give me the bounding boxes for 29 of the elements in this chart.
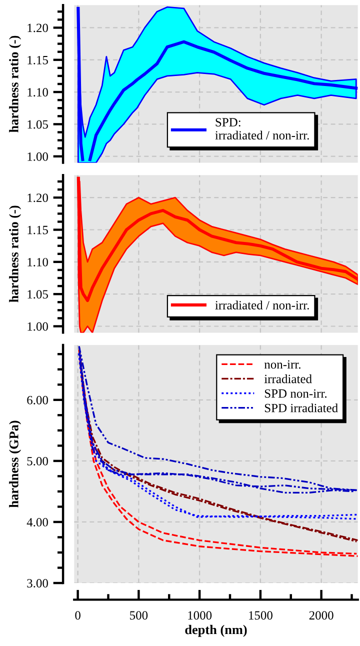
x-axis-title: depth (nm)	[185, 624, 247, 637]
legend-label: SPD non-irr.	[264, 389, 327, 398]
legend-label: non-irr.	[264, 360, 300, 369]
x-tick-label: 1000	[188, 611, 212, 620]
legend-label: SPD: irradiated / non-irr.	[215, 118, 309, 140]
y-axis-title: hardness ratio (-)	[9, 206, 22, 302]
y-tick-label: 5.00	[27, 456, 48, 466]
legend-label: irradiated	[264, 374, 312, 384]
y-tick-label: 1.05	[28, 120, 48, 129]
y-tick-label: 3.00	[27, 579, 48, 588]
y-tick-label: 1.15	[28, 56, 48, 64]
y-tick-label: 4.00	[26, 518, 48, 526]
y-tick-label: 1.15	[28, 226, 48, 234]
x-tick-label: 1500	[249, 611, 272, 620]
y-tick-label: 1.10	[28, 258, 48, 266]
legend-label: SPD irradiated	[264, 403, 338, 412]
y-tick-label: 6.00	[27, 396, 48, 404]
x-tick-label: 2000	[309, 611, 334, 620]
y-axis-title: hardness (GPa)	[9, 420, 22, 508]
y-axis-title: hardness ratio (-)	[9, 36, 22, 132]
y-tick-label: 1.00	[28, 322, 48, 331]
legend-label: irradiated / non-irr.	[215, 300, 309, 310]
x-tick-label: 500	[130, 611, 148, 620]
y-tick-label: 1.10	[28, 88, 48, 97]
y-tick-label: 1.20	[28, 194, 48, 202]
y-tick-label: 1.05	[28, 290, 48, 299]
y-tick-label: 1.00	[28, 152, 48, 161]
x-tick-label: 0	[75, 611, 80, 620]
y-tick-label: 1.20	[28, 24, 48, 32]
